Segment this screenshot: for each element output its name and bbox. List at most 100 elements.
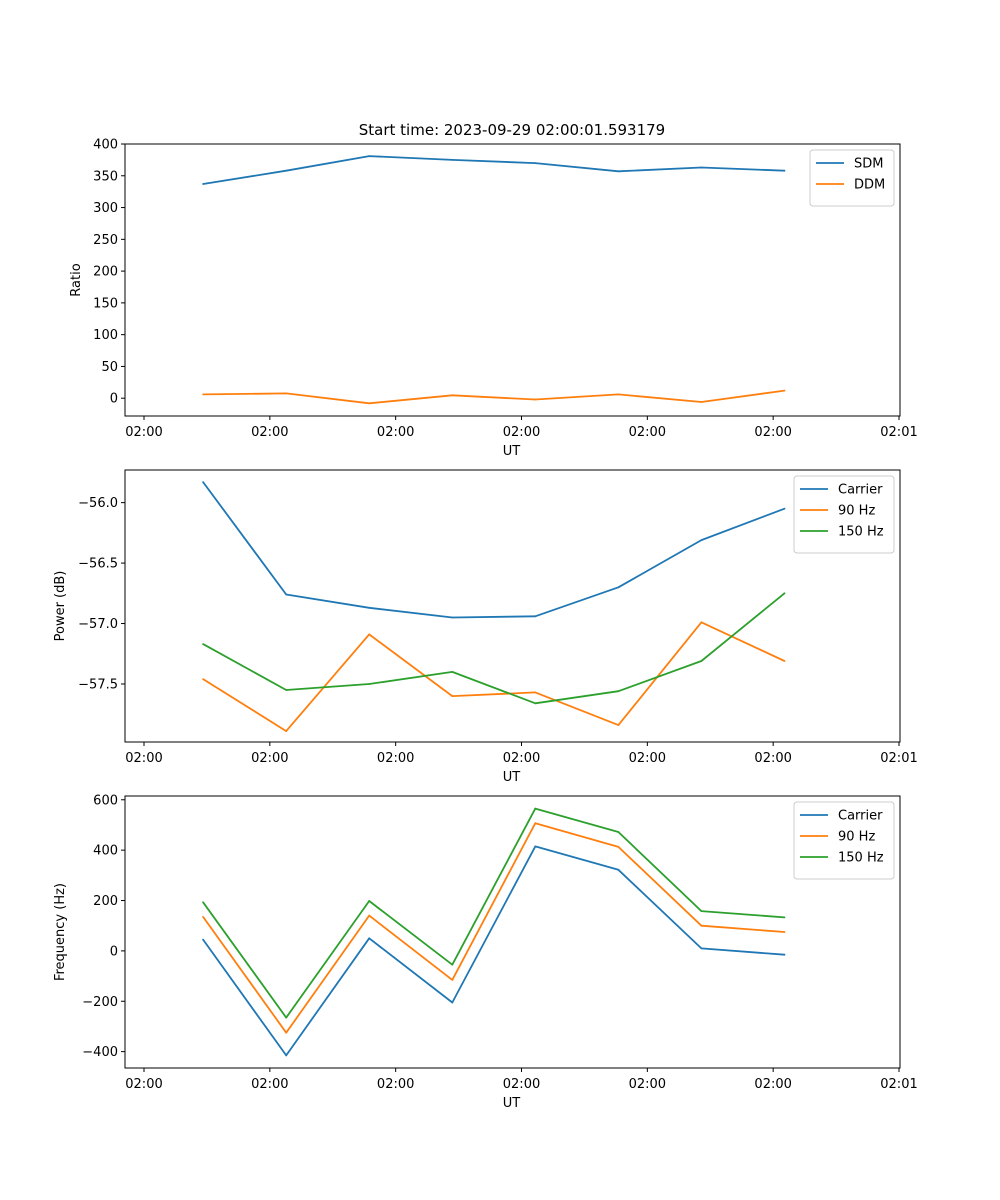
data-point [783, 660, 786, 662]
x-tick-label: 02:00 [377, 751, 414, 766]
legend: Carrier 90 Hz 150 Hz [793, 475, 895, 554]
x-tick-label: 02:00 [125, 751, 162, 766]
data-point [783, 592, 786, 595]
data-point [700, 621, 703, 624]
x-tick-label: 02:00 [125, 1077, 162, 1092]
x-tick-label: 02:00 [125, 425, 162, 440]
data-point [285, 392, 288, 395]
legend: Carrier 90 Hz 150 Hz [793, 801, 895, 880]
legend-label: 150 Hz [838, 525, 884, 540]
y-tick-label: −400 [82, 1045, 118, 1060]
y-axis-label: Power (dB) [53, 571, 68, 642]
data-point [285, 1016, 288, 1019]
data-point [534, 845, 537, 848]
data-point [783, 389, 786, 392]
legend-box [793, 475, 895, 554]
panel-1: 02:00 02:00 02:00 02:00 02:00 02:00 02:01 0 50 10… [69, 138, 918, 460]
x-tick-label: 02:01 [880, 1077, 917, 1092]
panel-3: 02:00 02:00 02:00 02:00 02:00 02:00 02:01 −400 −… [53, 793, 918, 1111]
data-point [700, 924, 703, 927]
figure-title: Start time: 2023-09-29 02:00:01.593179 [359, 121, 665, 139]
data-point [534, 691, 537, 694]
data-point [617, 846, 620, 848]
data-point [534, 822, 537, 825]
data-point [368, 683, 371, 685]
series-line-90-hz [202, 621, 785, 732]
x-tick-label: 02:00 [629, 751, 666, 766]
data-point [202, 938, 205, 941]
y-tick-label: 200 [93, 894, 118, 909]
data-point [451, 963, 454, 966]
data-point [368, 606, 371, 609]
y-tick-label: 300 [93, 201, 118, 216]
data-point [783, 953, 786, 956]
x-tick-label: 02:00 [251, 425, 288, 440]
x-tick-label: 02:00 [251, 751, 288, 766]
y-tick-label: 0 [110, 944, 118, 959]
data-point [285, 1031, 288, 1034]
legend-label: 90 Hz [838, 504, 875, 519]
data-point [202, 393, 205, 396]
series-line-90-hz [202, 822, 785, 1034]
y-tick-label: 350 [93, 169, 118, 184]
data-point [285, 689, 288, 691]
y-axis-label: Frequency (Hz) [53, 883, 68, 981]
data-point [617, 170, 620, 173]
legend-label: DDM [854, 178, 885, 193]
data-point [368, 402, 371, 405]
data-point [368, 900, 371, 902]
data-point [617, 724, 620, 726]
y-tick-label: 100 [93, 328, 118, 343]
x-tick-label: 02:00 [503, 425, 540, 440]
legend-label: Carrier [838, 483, 883, 498]
x-tick-label: 02:00 [754, 751, 791, 766]
data-point [700, 660, 703, 662]
legend-label: 90 Hz [838, 830, 875, 845]
x-tick-label: 02:00 [377, 1077, 414, 1092]
y-tick-label: 50 [101, 360, 118, 375]
data-point [617, 586, 620, 589]
y-tick-label: 150 [93, 296, 118, 311]
data-point [617, 393, 620, 396]
panels-group: 02:00 02:00 02:00 02:00 02:00 02:00 02:01 0 50 10… [53, 138, 918, 1112]
series-line-carrier [202, 845, 785, 1057]
x-tick-label: 02:00 [629, 425, 666, 440]
x-tick-label: 02:00 [754, 1077, 791, 1092]
y-tick-label: −56.5 [78, 557, 118, 572]
data-point [202, 678, 205, 680]
legend-box [793, 801, 895, 880]
y-axis-label: Ratio [69, 263, 84, 296]
data-point [368, 937, 371, 940]
x-tick-label: 02:00 [251, 1077, 288, 1092]
data-point [783, 169, 786, 172]
data-point [534, 807, 537, 810]
data-point [534, 398, 537, 401]
data-point [617, 831, 620, 833]
data-point [368, 914, 371, 917]
panel-3-axes-frame [124, 795, 901, 1069]
data-point [617, 868, 620, 871]
data-point [534, 702, 537, 705]
series-line-ddm [203, 389, 785, 405]
y-tick-label: 250 [93, 233, 118, 248]
x-tick-label: 02:01 [880, 751, 917, 766]
data-point [617, 690, 620, 693]
data-point [700, 401, 703, 403]
y-tick-label: −56.0 [78, 496, 118, 511]
x-tick-label: 02:00 [503, 751, 540, 766]
x-tick-label: 02:01 [880, 425, 917, 440]
y-tick-label: −57.0 [78, 617, 118, 632]
data-point [285, 730, 288, 732]
data-point [534, 615, 537, 618]
data-point [451, 671, 454, 673]
legend: SDM DDM [809, 149, 895, 207]
data-point [700, 947, 703, 950]
y-tick-label: 600 [93, 793, 118, 808]
data-point [534, 162, 537, 165]
data-point [368, 155, 371, 158]
panel-2: 02:00 02:00 02:00 02:00 02:00 02:00 02:01 −56.0… [53, 469, 918, 785]
y-tick-label: 400 [93, 138, 118, 153]
data-point [783, 916, 786, 919]
x-axis-label: UT [503, 1096, 521, 1111]
